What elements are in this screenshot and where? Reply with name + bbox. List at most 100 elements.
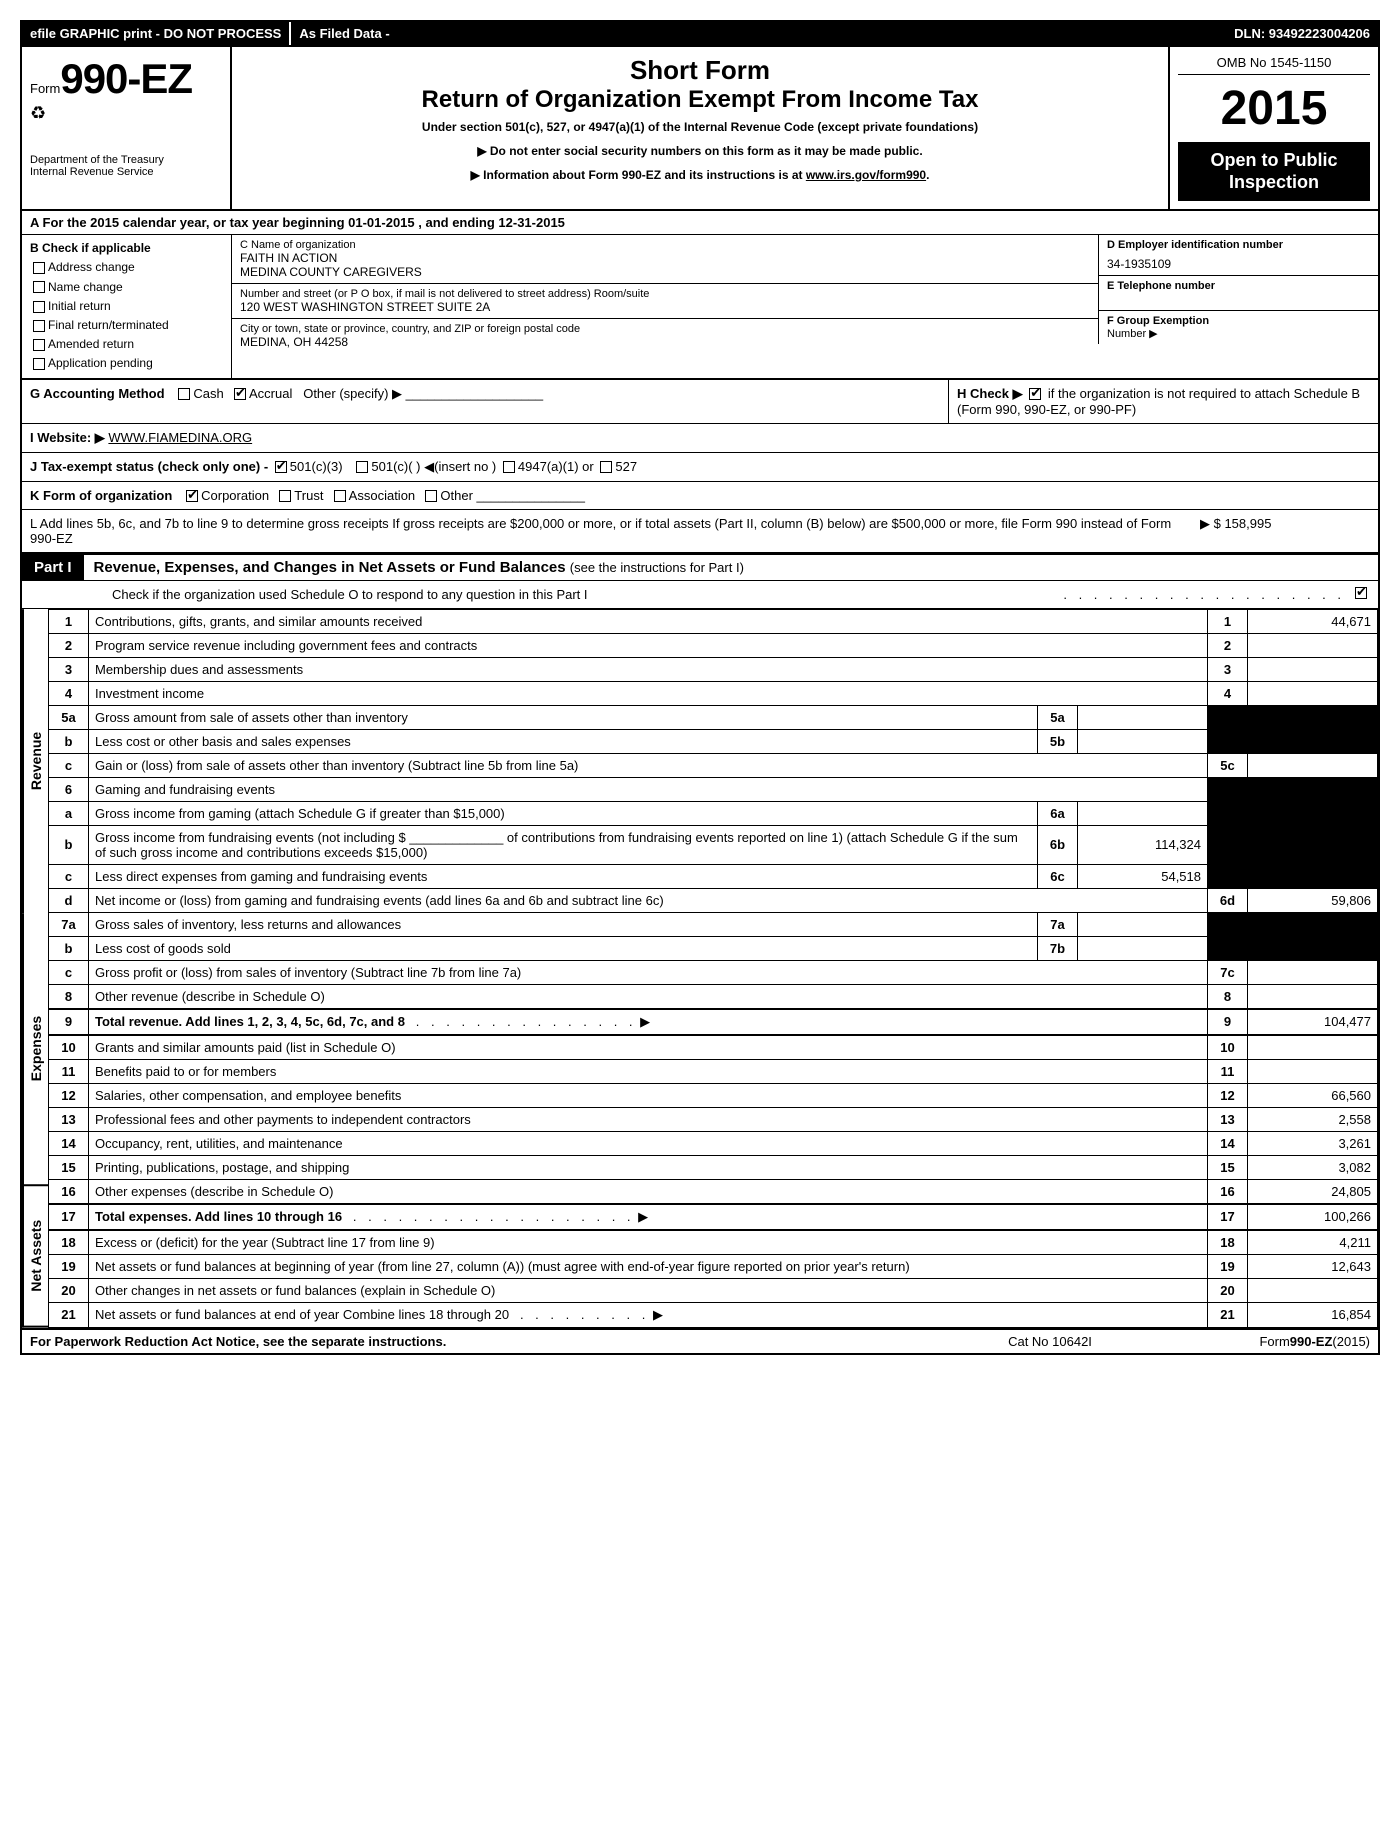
- i-label: I Website: ▶: [30, 430, 105, 445]
- j-4947: 4947(a)(1) or: [518, 459, 594, 474]
- c-name: C Name of organization FAITH IN ACTION M…: [232, 235, 1098, 284]
- checkbox-icon[interactable]: [275, 461, 287, 473]
- col-b: B Check if applicable Address change Nam…: [22, 235, 232, 377]
- org-street: 120 WEST WASHINGTON STREET SUITE 2A: [240, 300, 1090, 314]
- table-row: 2Program service revenue including gover…: [49, 633, 1378, 657]
- checkbox-icon[interactable]: [600, 461, 612, 473]
- col-de: D Employer identification number 34-1935…: [1098, 235, 1378, 377]
- checkbox-icon[interactable]: [33, 262, 45, 274]
- table-row: 5aGross amount from sale of assets other…: [49, 705, 1378, 729]
- j-label: J Tax-exempt status (check only one) -: [30, 459, 268, 474]
- under-section: Under section 501(c), 527, or 4947(a)(1)…: [240, 120, 1160, 134]
- checkbox-icon[interactable]: [1355, 587, 1367, 599]
- k-other: Other: [440, 488, 473, 503]
- part1-sub: (see the instructions for Part I): [570, 560, 744, 575]
- form-page: efile GRAPHIC print - DO NOT PROCESS As …: [20, 20, 1380, 1355]
- table-row: 4Investment income4: [49, 681, 1378, 705]
- table-row: dNet income or (loss) from gaming and fu…: [49, 888, 1378, 912]
- topbar-mid: As Filed Data -: [289, 22, 397, 45]
- checkbox-icon[interactable]: [234, 388, 246, 400]
- k-corp: Corporation: [201, 488, 269, 503]
- footer: For Paperwork Reduction Act Notice, see …: [22, 1328, 1378, 1353]
- j-501c3: 501(c)(3): [290, 459, 343, 474]
- d-ein-label: D Employer identification number: [1107, 239, 1370, 251]
- table-row: aGross income from gaming (attach Schedu…: [49, 801, 1378, 825]
- col-b-title: B Check if applicable: [30, 239, 223, 258]
- j-501c: 501(c)( ) ◀(insert no ): [371, 459, 496, 474]
- j-527: 527: [615, 459, 637, 474]
- cb-pending: Application pending: [30, 354, 223, 373]
- h-text2: if the organization is not required to a…: [1048, 386, 1360, 401]
- f-group-label2: Number ▶: [1107, 327, 1370, 340]
- org-name-1: FAITH IN ACTION: [240, 251, 1090, 265]
- dept-treasury: Department of the Treasury: [30, 154, 222, 166]
- row-j: J Tax-exempt status (check only one) - 5…: [22, 453, 1378, 482]
- open-public-1: Open to Public: [1182, 150, 1366, 172]
- irs-link[interactable]: www.irs.gov/form990: [806, 168, 926, 182]
- row-gh: G Accounting Method Cash Accrual Other (…: [22, 380, 1378, 424]
- d-ein-val: 34-1935109: [1107, 257, 1370, 271]
- footer-right: Form990-EZ(2015): [1150, 1334, 1370, 1349]
- open-public-badge: Open to Public Inspection: [1178, 142, 1370, 201]
- expenses-label: Expenses: [22, 913, 48, 1186]
- col-c: C Name of organization FAITH IN ACTION M…: [232, 235, 1098, 377]
- row-g: G Accounting Method Cash Accrual Other (…: [22, 380, 948, 423]
- checkbox-icon[interactable]: [178, 388, 190, 400]
- table-row: 21Net assets or fund balances at end of …: [49, 1302, 1378, 1327]
- row-k: K Form of organization Corporation Trust…: [22, 482, 1378, 510]
- table-row: 7aGross sales of inventory, less returns…: [49, 912, 1378, 936]
- k-trust: Trust: [294, 488, 323, 503]
- l-text: L Add lines 5b, 6c, and 7b to line 9 to …: [30, 516, 1190, 546]
- checkbox-icon[interactable]: [356, 461, 368, 473]
- table-row: bLess cost of goods sold7b: [49, 936, 1378, 960]
- irs-line: Internal Revenue Service: [30, 166, 222, 178]
- checkbox-icon[interactable]: [334, 490, 346, 502]
- d-ein: D Employer identification number 34-1935…: [1098, 235, 1378, 276]
- recycle-icon: ♻: [30, 103, 222, 124]
- checkbox-icon[interactable]: [186, 490, 198, 502]
- checkbox-icon[interactable]: [503, 461, 515, 473]
- checkbox-icon[interactable]: [33, 320, 45, 332]
- checkbox-icon[interactable]: [33, 358, 45, 370]
- form-header: Form 990-EZ ♻ Department of the Treasury…: [22, 47, 1378, 211]
- part1-header: Part I Revenue, Expenses, and Changes in…: [22, 553, 1378, 581]
- row-a: A For the 2015 calendar year, or tax yea…: [22, 211, 1378, 235]
- e-phone-label: E Telephone number: [1107, 280, 1370, 292]
- checkbox-icon[interactable]: [33, 281, 45, 293]
- checkbox-icon[interactable]: [425, 490, 437, 502]
- table-row: 12Salaries, other compensation, and empl…: [49, 1083, 1378, 1107]
- form-prefix: Form: [30, 81, 60, 96]
- table-row: 16Other expenses (describe in Schedule O…: [49, 1179, 1378, 1204]
- header-mid: Short Form Return of Organization Exempt…: [232, 47, 1168, 209]
- open-public-2: Inspection: [1182, 172, 1366, 194]
- grid-bcd: B Check if applicable Address change Nam…: [22, 235, 1378, 379]
- table-row: 8Other revenue (describe in Schedule O)8: [49, 984, 1378, 1009]
- table-row: 17Total expenses. Add lines 10 through 1…: [49, 1204, 1378, 1230]
- arrow-line-1: ▶ Do not enter social security numbers o…: [240, 144, 1160, 158]
- table-row: 18Excess or (deficit) for the year (Subt…: [49, 1230, 1378, 1255]
- netassets-label: Net Assets: [22, 1186, 48, 1328]
- table-row: bLess cost or other basis and sales expe…: [49, 729, 1378, 753]
- c-city-label: City or town, state or province, country…: [240, 323, 1090, 335]
- checkbox-icon[interactable]: [1029, 388, 1041, 400]
- dots: . . . . . . . . . . . . . . . . . . .: [1063, 587, 1345, 602]
- g-label: G Accounting Method: [30, 386, 165, 401]
- i-website[interactable]: WWW.FIAMEDINA.ORG: [108, 430, 252, 445]
- header-left: Form 990-EZ ♻ Department of the Treasury…: [22, 47, 232, 209]
- c-street-label: Number and street (or P O box, if mail i…: [240, 288, 1090, 300]
- org-city: MEDINA, OH 44258: [240, 335, 1090, 349]
- part1-check-text: Check if the organization used Schedule …: [112, 587, 1063, 602]
- table-row: cLess direct expenses from gaming and fu…: [49, 864, 1378, 888]
- header-right: OMB No 1545-1150 2015 Open to Public Ins…: [1168, 47, 1378, 209]
- g-accrual: Accrual: [249, 386, 292, 401]
- table-row: 1Contributions, gifts, grants, and simil…: [49, 609, 1378, 633]
- table-row: 10Grants and similar amounts paid (list …: [49, 1035, 1378, 1060]
- checkbox-icon[interactable]: [279, 490, 291, 502]
- part1-check: Check if the organization used Schedule …: [22, 581, 1378, 609]
- row-i: I Website: ▶ WWW.FIAMEDINA.ORG: [22, 424, 1378, 453]
- checkbox-icon[interactable]: [33, 339, 45, 351]
- part1-title: Revenue, Expenses, and Changes in Net As…: [84, 555, 754, 580]
- return-title: Return of Organization Exempt From Incom…: [240, 86, 1160, 114]
- table-row: 9Total revenue. Add lines 1, 2, 3, 4, 5c…: [49, 1009, 1378, 1035]
- checkbox-icon[interactable]: [33, 301, 45, 313]
